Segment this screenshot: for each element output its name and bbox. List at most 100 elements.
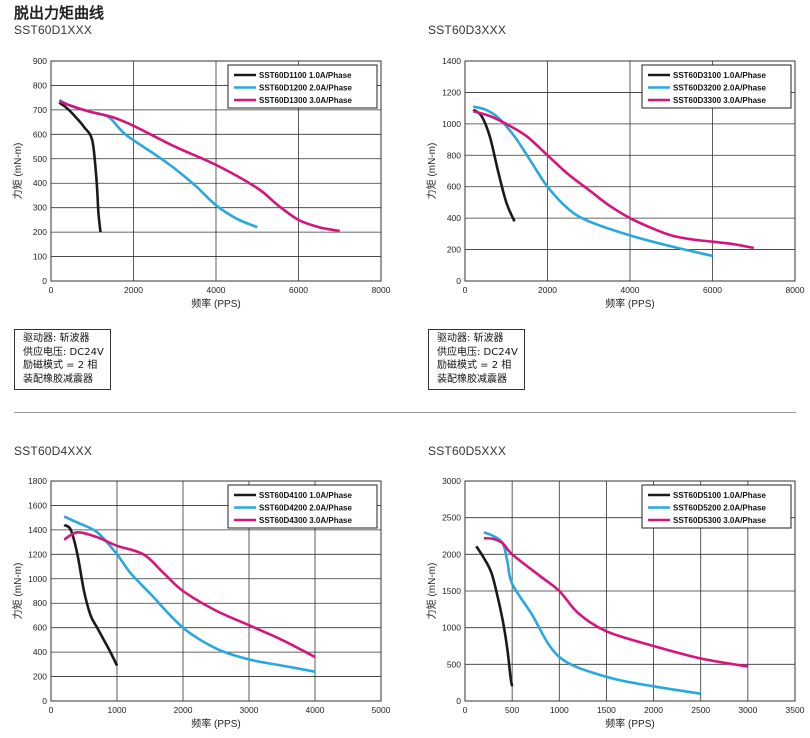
x-axis-label: 频率 (PPS) [191, 717, 240, 730]
y-tick-label: 400 [447, 213, 461, 223]
legend-entry: SST60D1300 3.0A/Phase [259, 96, 352, 105]
y-tick-label: 200 [33, 672, 47, 682]
x-tick-label: 4000 [207, 285, 226, 295]
y-tick-label: 1800 [28, 476, 47, 486]
y-tick-label: 500 [33, 154, 47, 164]
x-axis-label: 频率 (PPS) [605, 717, 654, 730]
y-tick-label: 900 [33, 56, 47, 66]
condition-excitation: 励磁模式 = 2 相 [23, 360, 98, 371]
x-tick-label: 1000 [550, 705, 569, 715]
chart-4-model: SST60D5XXX [428, 444, 507, 458]
x-tick-label: 4000 [621, 285, 640, 295]
series-line-1 [472, 108, 516, 222]
y-tick-label: 1400 [28, 525, 47, 535]
series-line-3 [58, 100, 341, 233]
y-tick-label: 600 [447, 182, 461, 192]
chart-3-model: SST60D4XXX [14, 444, 93, 458]
x-tick-label: 6000 [289, 285, 308, 295]
legend-entry: SST60D3300 3.0A/Phase [673, 96, 766, 105]
y-tick-label: 1000 [28, 574, 47, 584]
x-tick-label: 4000 [306, 705, 325, 715]
y-axis-label: 力矩 (mN-m) [11, 143, 24, 200]
x-tick-label: 0 [49, 705, 54, 715]
x-tick-label: 2000 [538, 285, 557, 295]
x-tick-label: 8000 [372, 285, 391, 295]
y-tick-label: 800 [33, 598, 47, 608]
condition-driver: 驱动器: 斩波器 [23, 333, 90, 344]
x-tick-label: 0 [49, 285, 54, 295]
x-axis-label: 频率 (PPS) [191, 297, 240, 310]
condition-voltage: 供应电压: DC24V [437, 346, 518, 358]
page-title: 脱出力矩曲线 [14, 4, 105, 22]
x-tick-label: 2000 [644, 705, 663, 715]
y-tick-label: 600 [33, 129, 47, 139]
y-tick-label: 0 [456, 276, 461, 286]
legend-entry: SST60D4100 1.0A/Phase [259, 491, 352, 500]
legend-entry: SST60D4200 2.0A/Phase [259, 504, 352, 513]
legend-entry: SST60D1200 2.0A/Phase [259, 84, 352, 93]
y-tick-label: 1000 [442, 623, 461, 633]
y-tick-label: 2000 [442, 549, 461, 559]
legend-entry: SST60D5300 3.0A/Phase [673, 516, 766, 525]
y-tick-label: 0 [42, 276, 47, 286]
legend-entry: SST60D5100 1.0A/Phase [673, 491, 766, 500]
y-tick-label: 3000 [442, 476, 461, 486]
x-tick-label: 2500 [691, 705, 710, 715]
y-tick-label: 1600 [28, 500, 47, 510]
x-axis-label: 频率 (PPS) [605, 297, 654, 310]
y-tick-label: 500 [447, 659, 461, 669]
legend-entry: SST60D4300 3.0A/Phase [259, 516, 352, 525]
y-axis-label: 力矩 (mN-m) [425, 143, 438, 200]
condition-voltage: 供应电压: DC24V [23, 346, 104, 358]
condition-damper: 装配橡胶减震器 [23, 373, 93, 385]
y-tick-label: 1500 [442, 586, 461, 596]
y-tick-label: 200 [33, 227, 47, 237]
chart-2-model: SST60D3XXX [428, 23, 507, 37]
y-tick-label: 800 [33, 80, 47, 90]
x-tick-label: 3000 [738, 705, 757, 715]
y-tick-label: 1200 [28, 549, 47, 559]
y-tick-label: 0 [42, 696, 47, 706]
series-line-1 [58, 101, 102, 233]
y-tick-label: 700 [33, 105, 47, 115]
y-tick-label: 0 [456, 696, 461, 706]
y-tick-label: 400 [33, 178, 47, 188]
x-tick-label: 3500 [786, 705, 805, 715]
y-tick-label: 1000 [442, 119, 461, 129]
x-tick-label: 3000 [240, 705, 259, 715]
legend-entry: SST60D1100 1.0A/Phase [259, 71, 352, 80]
series-line-2 [63, 515, 316, 673]
conditions-box-left: 驱动器: 斩波器 供应电压: DC24V 励磁模式 = 2 相 装配橡胶减震器 [14, 329, 111, 390]
x-tick-label: 2000 [174, 705, 193, 715]
condition-excitation: 励磁模式 = 2 相 [437, 360, 512, 371]
x-tick-label: 500 [505, 705, 519, 715]
x-tick-label: 2000 [124, 285, 143, 295]
y-tick-label: 600 [33, 623, 47, 633]
x-tick-label: 0 [463, 705, 468, 715]
y-tick-label: 2500 [442, 513, 461, 523]
x-tick-label: 1500 [597, 705, 616, 715]
x-tick-label: 6000 [703, 285, 722, 295]
y-tick-label: 300 [33, 203, 47, 213]
y-tick-label: 1200 [442, 87, 461, 97]
series-line-2 [483, 531, 701, 695]
y-tick-label: 200 [447, 245, 461, 255]
y-tick-label: 1400 [442, 56, 461, 66]
y-tick-label: 800 [447, 150, 461, 160]
legend-entry: SST60D3100 1.0A/Phase [673, 71, 766, 80]
y-tick-label: 400 [33, 647, 47, 657]
x-tick-label: 8000 [786, 285, 805, 295]
x-tick-label: 0 [463, 285, 468, 295]
x-tick-label: 5000 [372, 705, 391, 715]
y-axis-label: 力矩 (mN-m) [11, 563, 24, 620]
y-tick-label: 100 [33, 252, 47, 262]
conditions-box-right: 驱动器: 斩波器 供应电压: DC24V 励磁模式 = 2 相 装配橡胶减震器 [428, 329, 525, 390]
legend-entry: SST60D3200 2.0A/Phase [673, 84, 766, 93]
series-line-1 [475, 545, 514, 687]
series-line-2 [472, 105, 713, 258]
condition-damper: 装配橡胶减震器 [437, 373, 507, 385]
y-axis-label: 力矩 (mN-m) [425, 563, 438, 620]
